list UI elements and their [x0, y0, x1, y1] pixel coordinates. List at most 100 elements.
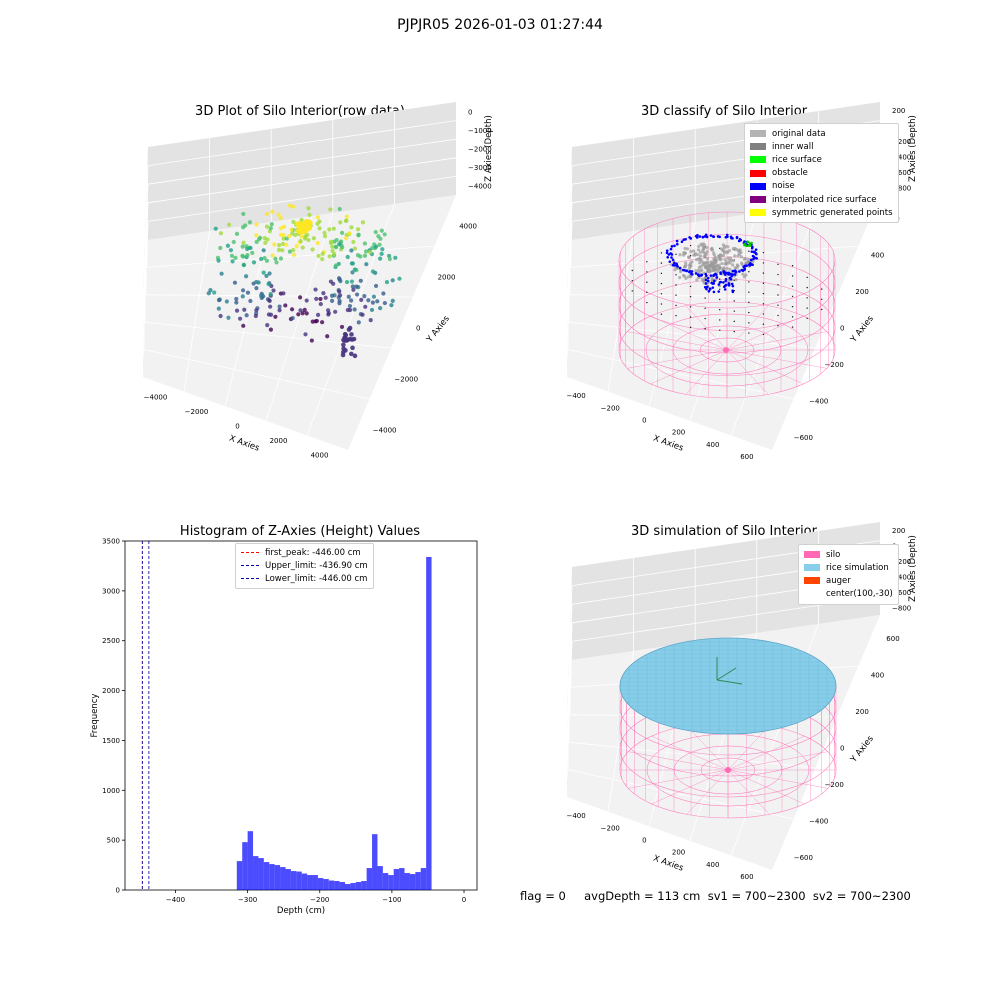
noise-point	[696, 273, 700, 277]
original-point	[698, 250, 702, 254]
silo-floor-spoke	[627, 331, 728, 351]
interpolated-point	[646, 260, 648, 263]
data-point	[268, 226, 273, 231]
data-point	[318, 301, 323, 307]
data-point	[259, 256, 264, 262]
noise-point	[725, 235, 728, 239]
original-point	[689, 275, 693, 279]
noise-point	[700, 273, 704, 277]
noise-point	[669, 252, 672, 255]
silo-floor-spoke	[726, 315, 804, 351]
legend-label: obstacle	[772, 168, 808, 179]
noise-point	[675, 242, 679, 246]
data-point	[347, 231, 352, 236]
data-point	[327, 227, 332, 232]
interpolated-point	[704, 297, 706, 299]
y-tick-label: 600	[886, 635, 899, 643]
data-point	[216, 258, 221, 263]
data-point	[254, 279, 259, 285]
data-point	[277, 304, 282, 309]
legend-swatch	[804, 551, 820, 559]
data-point	[218, 231, 224, 236]
data-point	[226, 222, 232, 227]
y-tick-label: −600	[794, 854, 813, 862]
data-point	[241, 240, 246, 245]
grid-line	[566, 165, 573, 303]
data-point	[330, 244, 335, 249]
noise-point	[706, 285, 709, 289]
data-point	[228, 248, 234, 253]
data-point	[309, 338, 314, 343]
data-point	[344, 279, 350, 285]
data-point	[290, 231, 295, 236]
silo-floor-spoke	[650, 315, 728, 351]
rice-surface-point	[750, 241, 753, 245]
legend-entry: inner wall	[750, 140, 893, 153]
silo-floor-spoke	[727, 725, 770, 771]
data-point	[341, 342, 346, 347]
data-point	[315, 221, 320, 226]
histogram-bar	[393, 869, 400, 890]
original-point	[706, 260, 710, 264]
data-point	[393, 255, 398, 260]
data-point	[322, 230, 327, 235]
data-point	[291, 204, 296, 209]
data-point	[277, 243, 282, 248]
data-point	[331, 226, 336, 231]
legend-entry: first_peak: -446.00 cm	[241, 546, 368, 559]
original-point	[684, 261, 688, 265]
noise-point	[711, 286, 715, 289]
data-point	[297, 220, 304, 227]
original-point	[696, 248, 701, 252]
data-point	[373, 283, 379, 289]
interpolated-point	[762, 303, 765, 305]
noise-point	[719, 271, 722, 274]
legend-entry: obstacle	[750, 167, 893, 180]
original-point	[726, 245, 730, 249]
interpolated-point	[777, 273, 779, 276]
original-point	[696, 253, 700, 257]
original-point	[728, 267, 732, 271]
silo-floor-spoke	[727, 751, 828, 771]
interpolated-point	[748, 311, 750, 314]
noise-point	[709, 274, 713, 277]
data-point	[248, 298, 253, 304]
noise-point	[734, 270, 738, 274]
histogram-bar	[377, 866, 383, 890]
data-point	[310, 247, 315, 252]
original-point	[692, 249, 696, 253]
histogram-bar	[345, 884, 351, 890]
data-point	[346, 294, 351, 299]
data-point	[347, 325, 353, 331]
silo-floor-spoke	[628, 751, 729, 771]
data-point	[363, 249, 369, 254]
data-point	[384, 280, 390, 285]
y-tick-label: 400	[871, 672, 884, 680]
interpolated-point	[719, 298, 721, 301]
data-point	[315, 215, 320, 220]
y-tick-label: 3000	[102, 587, 120, 595]
histogram-bar	[247, 831, 254, 890]
histogram-bar	[339, 882, 345, 890]
data-point	[337, 298, 342, 304]
y-axis-label: Frequency	[90, 694, 100, 738]
data-point	[342, 338, 348, 343]
data-point	[300, 311, 305, 316]
original-point	[731, 263, 735, 267]
y-tick-label: 1500	[102, 737, 120, 745]
noise-point	[741, 269, 745, 272]
data-point	[387, 253, 392, 259]
grid-line	[568, 321, 816, 349]
data-point	[218, 245, 223, 251]
interpolated-point	[806, 297, 808, 299]
data-point	[280, 248, 285, 253]
original-point	[725, 250, 729, 254]
z-tick-label: −400	[892, 573, 911, 581]
interpolated-point	[631, 269, 633, 272]
grid-line	[147, 138, 457, 185]
noise-point	[747, 263, 751, 267]
histogram-bar	[404, 873, 410, 890]
data-point	[310, 319, 315, 324]
data-point	[265, 322, 270, 328]
data-point	[273, 314, 278, 319]
